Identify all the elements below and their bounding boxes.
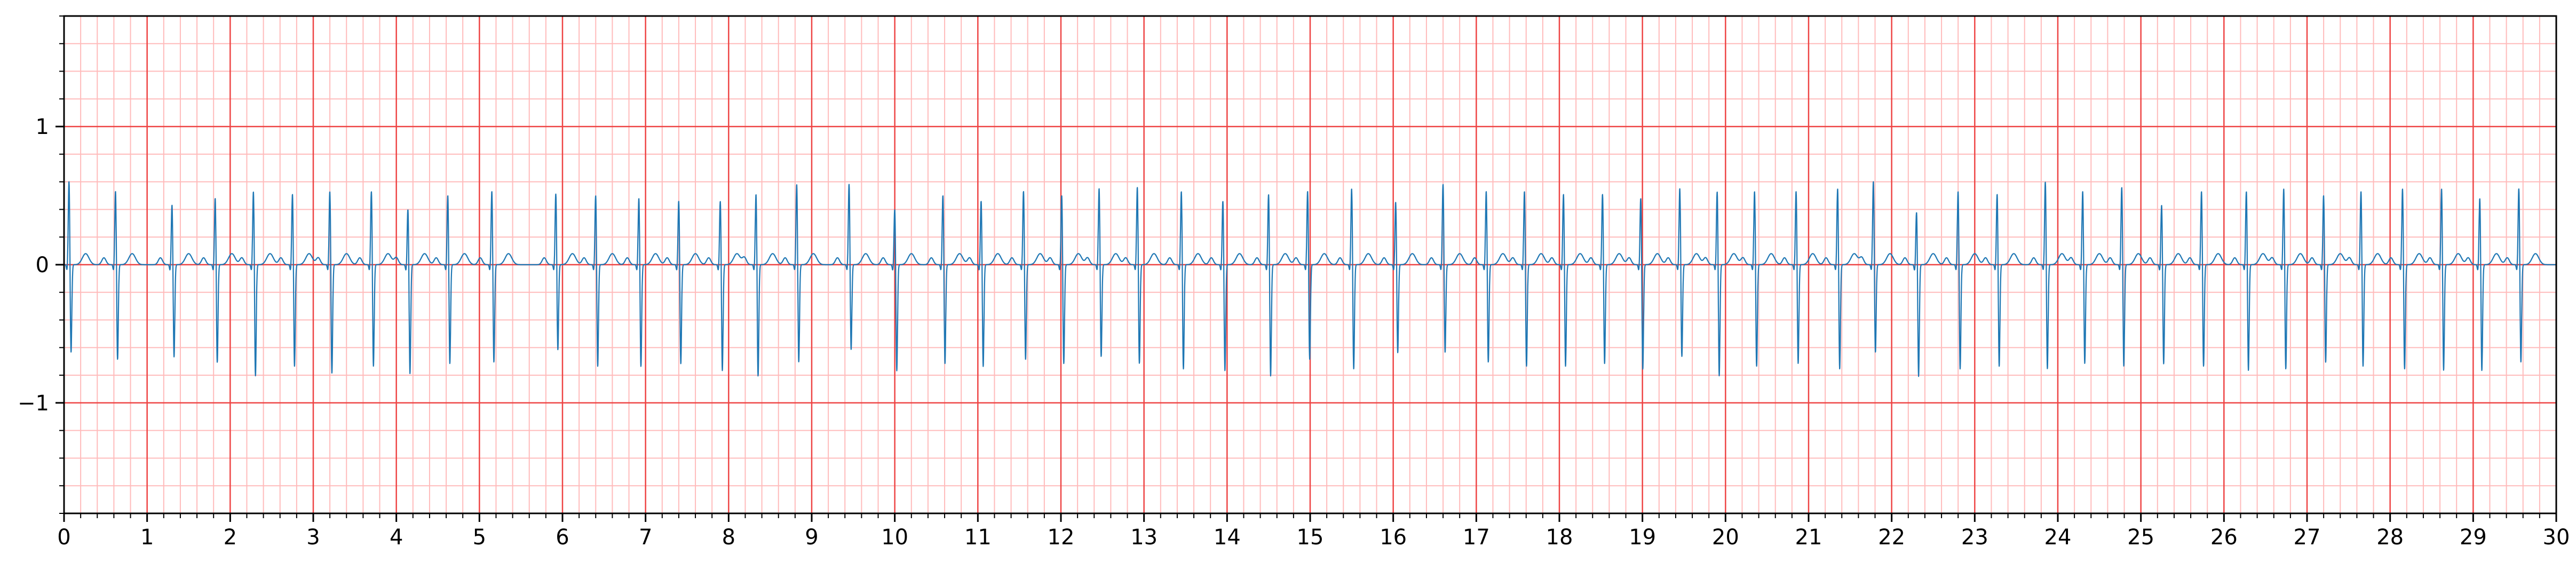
x-tick-label: 13 [1130,525,1158,550]
x-tick-label: 3 [306,525,320,550]
x-tick-label: 30 [2543,525,2570,550]
x-tick-label: 6 [556,525,569,550]
x-tick-label: 24 [2044,525,2072,550]
y-tick-label: 1 [36,115,49,139]
x-tick-label: 7 [639,525,652,550]
x-tick-label: 16 [1380,525,1407,550]
x-tick-label: 25 [2127,525,2154,550]
x-tick-label: 0 [57,525,70,550]
x-tick-label: 2 [224,525,237,550]
x-tick-label: 8 [722,525,735,550]
ecg-signal-layer [64,181,2557,377]
x-tick-label: 17 [1463,525,1490,550]
x-axis-ticks: 0 1 2 3 4 5 6 7 8 9 10 11 12 13 14 15 16 17 18 19 20 21 22 23 24… [57,513,2570,550]
x-tick-label: 21 [1795,525,1822,550]
x-tick-label: 11 [964,525,992,550]
y-axis-ticks: 1 0 −1 [18,15,64,514]
y-tick-label: 0 [36,253,49,277]
x-tick-label: 28 [2376,525,2404,550]
x-tick-label: 29 [2460,525,2487,550]
x-tick-label: 14 [1214,525,1241,550]
x-tick-label: 5 [473,525,486,550]
x-tick-label: 10 [881,525,908,550]
x-tick-label: 20 [1712,525,1739,550]
x-tick-label: 9 [805,525,818,550]
y-tick-label: −1 [18,391,49,416]
x-tick-label: 12 [1048,525,1075,550]
x-tick-label: 18 [1546,525,1573,550]
x-tick-label: 22 [1878,525,1905,550]
x-tick-label: 23 [1961,525,1988,550]
x-tick-label: 27 [2294,525,2321,550]
ecg-trace [64,181,2557,377]
x-tick-label: 26 [2210,525,2238,550]
x-tick-label: 15 [1297,525,1324,550]
x-tick-label: 4 [390,525,403,550]
x-tick-label: 1 [140,525,154,550]
x-tick-label: 19 [1629,525,1656,550]
